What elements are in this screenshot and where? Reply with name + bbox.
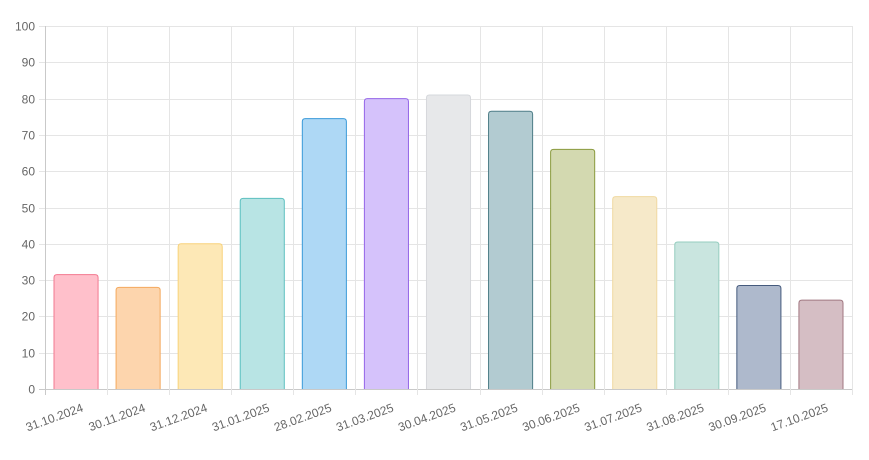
x-tick-label: 30.04.2025 [396,401,458,435]
bar[interactable] [115,286,161,389]
y-tick-label: 100 [15,20,35,34]
y-tick-label: 60 [22,165,36,179]
bar[interactable] [301,118,347,389]
y-tick-label: 90 [22,56,36,70]
x-tick-label: 31.01.2025 [210,401,272,435]
x-tick-label: 31.12.2024 [148,401,210,435]
bar[interactable] [798,299,844,389]
bar[interactable] [488,110,534,389]
bar[interactable] [363,98,409,389]
bar[interactable] [425,94,472,389]
x-tick-label: 31.10.2024 [24,401,86,435]
bar[interactable] [239,197,285,389]
x-tick-label: 31.03.2025 [334,401,396,435]
bar[interactable] [674,241,720,389]
x-tick-label: 17.10.2025 [769,401,831,435]
x-tick-label: 31.07.2025 [583,401,645,435]
y-tick-label: 70 [22,129,36,143]
bar[interactable] [736,285,782,389]
bar[interactable] [53,274,99,389]
x-tick-label: 30.06.2025 [520,401,582,435]
y-tick-label: 20 [22,310,36,324]
y-tick-label: 10 [22,347,36,361]
bar[interactable] [550,148,596,389]
bars-layer [53,94,844,389]
grid-layer [39,26,853,395]
x-tick-label: 31.05.2025 [458,401,520,435]
y-tick-label: 50 [22,202,36,216]
x-tick-label: 30.11.2024 [87,401,148,435]
x-tick-label: 28.02.2025 [272,401,334,435]
bar[interactable] [177,243,223,389]
x-tick-label: 30.09.2025 [707,401,769,435]
bar[interactable] [612,196,658,389]
y-tick-label: 0 [28,383,35,397]
y-tick-label: 80 [22,93,36,107]
y-tick-label: 30 [22,274,36,288]
x-tick-label: 31.08.2025 [645,401,707,435]
y-tick-label: 40 [22,238,36,252]
